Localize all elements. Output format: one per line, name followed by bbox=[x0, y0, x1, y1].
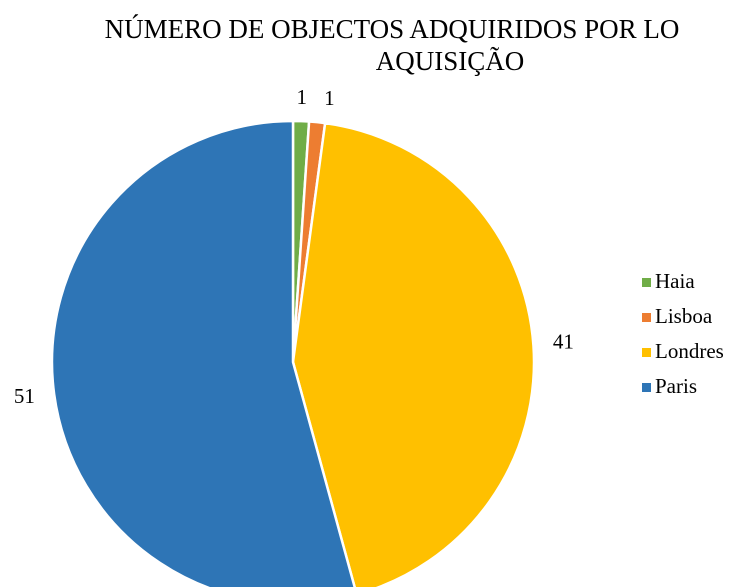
data-label: 41 bbox=[553, 330, 574, 354]
legend-swatch bbox=[642, 278, 651, 287]
legend-swatch bbox=[642, 348, 651, 357]
legend-swatch bbox=[642, 383, 651, 392]
pie-slice bbox=[291, 121, 536, 587]
pie-slice bbox=[50, 119, 356, 587]
legend-label: Lisboa bbox=[655, 304, 713, 328]
data-label: 1 bbox=[324, 86, 335, 110]
chart-title: AQUISIÇÃO bbox=[376, 46, 525, 76]
legend-label: Paris bbox=[655, 374, 697, 398]
data-label: 1 bbox=[297, 85, 308, 109]
legend-label: Haia bbox=[655, 269, 695, 293]
legend-label: Londres bbox=[655, 339, 724, 363]
legend-swatch bbox=[642, 313, 651, 322]
data-label: 51 bbox=[14, 384, 35, 408]
chart-title: NÚMERO DE OBJECTOS ADQUIRIDOS POR LO bbox=[105, 14, 680, 44]
